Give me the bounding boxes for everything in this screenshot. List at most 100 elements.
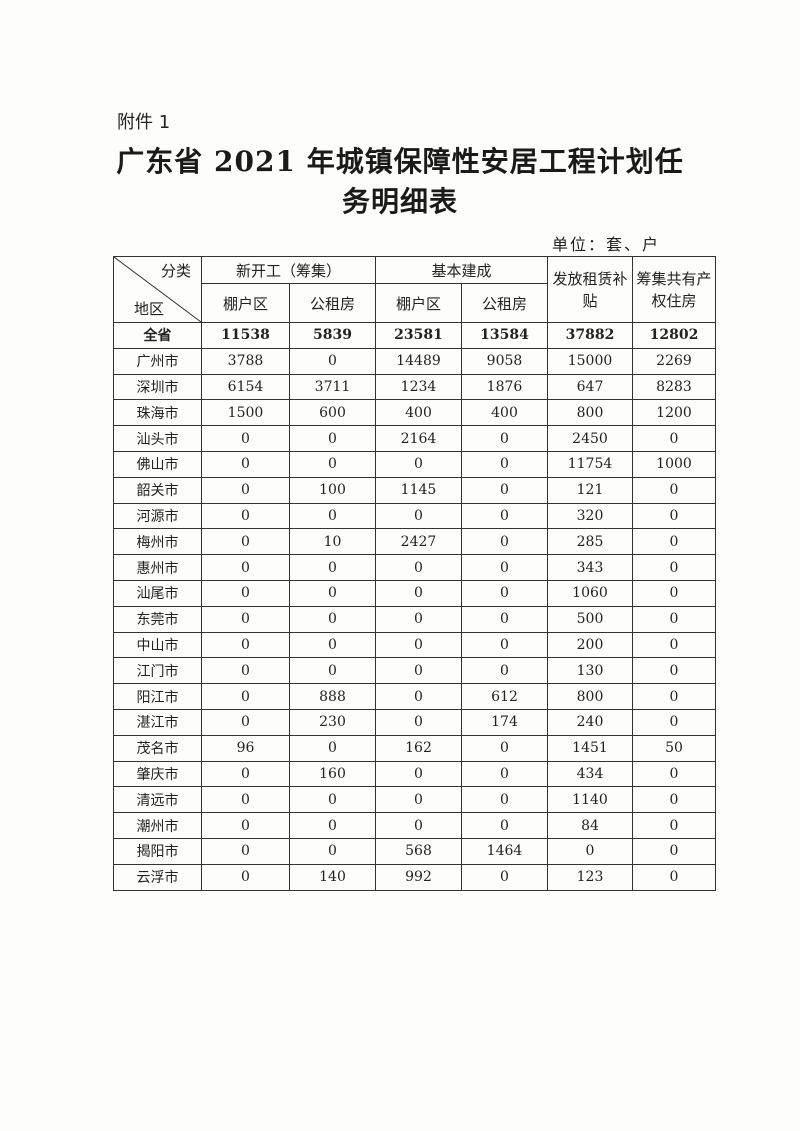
cell-completed-shanty: 0 (375, 812, 462, 839)
cell-completed-shanty: 0 (375, 657, 462, 685)
cell-region: 清远市 (113, 786, 202, 814)
cell-completed-public-rental: 0 (461, 528, 548, 556)
cell-region: 江门市 (113, 657, 202, 685)
cell-completed-shanty: 0 (375, 760, 462, 788)
cell-new-public-rental: 888 (289, 683, 376, 710)
corner-region-label: 地区 (134, 300, 165, 318)
cell-shared-ownership: 0 (632, 605, 716, 633)
cell-region: 珠海市 (113, 399, 202, 427)
table-row: 清远市 0 0 0 0 1140 0 (113, 786, 716, 814)
cell-region: 中山市 (113, 631, 202, 659)
cell-rent-subsidy: 123 (547, 863, 633, 891)
cell-completed-shanty: 0 (375, 502, 462, 530)
cell-new-shanty: 0 (201, 708, 290, 736)
cell-shared-ownership: 0 (632, 657, 716, 685)
cell-new-public-rental: 0 (289, 837, 376, 865)
table-row: 汕头市 0 0 2164 0 2450 0 (113, 425, 716, 452)
cell-rent-subsidy: 647 (547, 373, 633, 401)
cell-new-public-rental: 230 (289, 708, 376, 736)
cell-shared-ownership: 0 (632, 631, 716, 659)
cell-completed-public-rental: 0 (461, 554, 548, 581)
cell-completed-shanty: 0 (375, 708, 462, 736)
cell-rent-subsidy: 0 (547, 837, 633, 865)
cell-new-public-rental: 0 (289, 631, 376, 659)
cell-completed-shanty: 1145 (375, 476, 462, 504)
cell-new-public-rental: 10 (289, 528, 376, 556)
cell-new-public-rental: 600 (289, 399, 376, 427)
table-row: 茂名市 96 0 162 0 1451 50 (113, 734, 716, 762)
cell-region: 韶关市 (113, 476, 202, 504)
cell-completed-shanty: 2164 (375, 425, 462, 452)
corner-header-cell: 分类 地区 (113, 256, 202, 323)
cell-rent-subsidy: 130 (547, 657, 633, 685)
cell-completed-public-rental: 612 (461, 683, 548, 710)
cell-new-shanty: 1500 (201, 399, 290, 427)
cell-new-shanty: 0 (201, 760, 290, 788)
cell-completed-shanty: 568 (375, 837, 462, 865)
cell-new-public-rental: 0 (289, 554, 376, 581)
cell-completed-public-rental: 0 (461, 786, 548, 814)
cell-region: 云浮市 (113, 863, 202, 891)
cell-completed-public-rental: 1464 (461, 837, 548, 865)
cell-completed-shanty: 0 (375, 683, 462, 710)
header-completed-shanty: 棚户区 (375, 283, 462, 323)
table-row: 珠海市 1500 600 400 400 800 1200 (113, 399, 716, 427)
cell-rent-subsidy: 2450 (547, 425, 633, 452)
cell-rent-subsidy: 15000 (547, 347, 633, 375)
table-row: 湛江市 0 230 0 174 240 0 (113, 708, 716, 736)
cell-completed-public-rental: 0 (461, 631, 548, 659)
cell-new-public-rental: 0 (289, 450, 376, 478)
cell-new-public-rental: 0 (289, 502, 376, 530)
cell-new-shanty: 0 (201, 554, 290, 581)
cell-shared-ownership: 0 (632, 528, 716, 556)
cell-new-shanty: 0 (201, 502, 290, 530)
diagonal-line (114, 257, 201, 322)
cell-shared-ownership: 0 (632, 502, 716, 530)
cell-shared-ownership: 8283 (632, 373, 716, 401)
table-row: 肇庆市 0 160 0 0 434 0 (113, 760, 716, 788)
cell-rent-subsidy: 121 (547, 476, 633, 504)
cell-rent-subsidy: 343 (547, 554, 633, 581)
table-row: 河源市 0 0 0 0 320 0 (113, 502, 716, 530)
cell-new-shanty: 0 (201, 450, 290, 478)
table-row: 深圳市 6154 3711 1234 1876 647 8283 (113, 373, 716, 401)
cell-region: 肇庆市 (113, 760, 202, 788)
table-row: 江门市 0 0 0 0 130 0 (113, 657, 716, 685)
cell-completed-public-rental: 174 (461, 708, 548, 736)
cell-shared-ownership: 0 (632, 786, 716, 814)
cell-rent-subsidy: 500 (547, 605, 633, 633)
cell-region: 惠州市 (113, 554, 202, 581)
cell-shared-ownership: 0 (632, 812, 716, 839)
cell-rent-subsidy: 285 (547, 528, 633, 556)
document-title-line2: 务明细表 (341, 185, 458, 218)
table-row: 中山市 0 0 0 0 200 0 (113, 631, 716, 659)
cell-completed-shanty: 2427 (375, 528, 462, 556)
cell-region: 河源市 (113, 502, 202, 530)
cell-rent-subsidy: 1451 (547, 734, 633, 762)
cell-completed-public-rental: 1876 (461, 373, 548, 401)
table-row: 揭阳市 0 0 568 1464 0 0 (113, 837, 716, 865)
cell-completed-public-rental: 0 (461, 579, 548, 607)
cell-shared-ownership: 0 (632, 760, 716, 788)
cell-new-public-rental: 0 (289, 579, 376, 607)
cell-region: 湛江市 (113, 708, 202, 736)
cell-shared-ownership: 0 (632, 476, 716, 504)
cell-new-public-rental: 3711 (289, 373, 376, 401)
table-row: 惠州市 0 0 0 0 343 0 (113, 554, 716, 581)
table-row-total: 全省 11538 5839 23581 13584 37882 12802 (113, 322, 716, 349)
document-title-line1: 广东省 2021 年城镇保障性安居工程计划任 (116, 145, 684, 178)
cell-completed-public-rental: 9058 (461, 347, 548, 375)
cell-rent-subsidy: 800 (547, 683, 633, 710)
attachment-label: 附件 1 (117, 112, 171, 133)
cell-rent-subsidy: 1060 (547, 579, 633, 607)
cell-region: 汕尾市 (113, 579, 202, 607)
cell-new-public-rental: 0 (289, 347, 376, 375)
cell-rent-subsidy: 84 (547, 812, 633, 839)
cell-region: 茂名市 (113, 734, 202, 762)
cell-new-shanty: 6154 (201, 373, 290, 401)
header-shared-ownership: 筹集共有产权住房 (632, 256, 716, 323)
cell-rent-subsidy: 434 (547, 760, 633, 788)
cell-new-public-rental: 0 (289, 605, 376, 633)
cell-shared-ownership: 0 (632, 683, 716, 710)
cell-new-shanty: 0 (201, 528, 290, 556)
